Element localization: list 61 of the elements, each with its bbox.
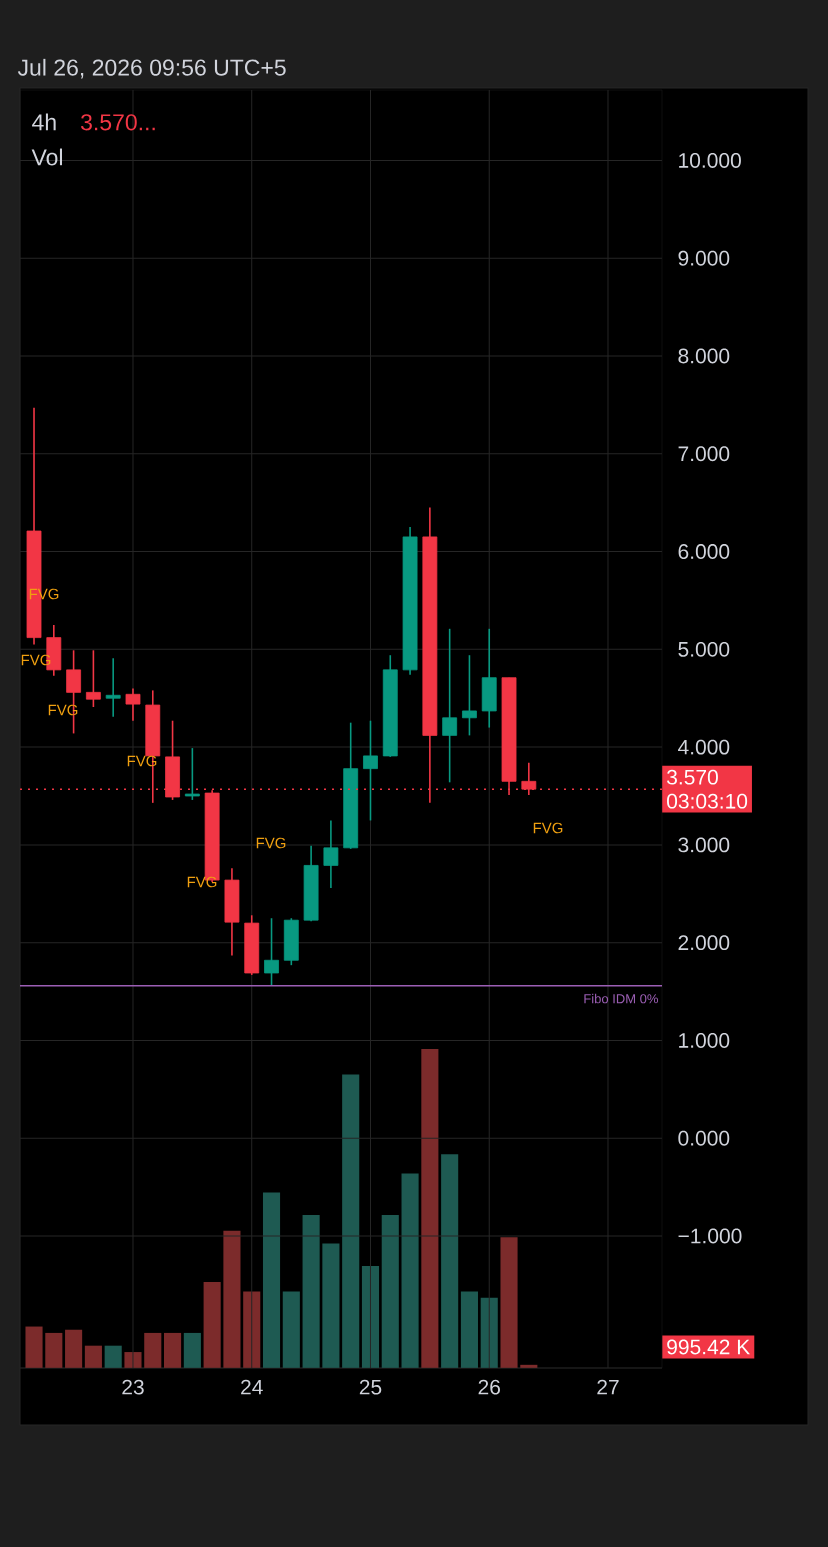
bar: [282, 1291, 300, 1369]
candlestick: [264, 917, 279, 987]
ref-line-label: Fibo IDM 0%: [584, 993, 658, 1004]
candlestick: [184, 747, 200, 801]
bar: [45, 1332, 63, 1369]
bar: [243, 1291, 261, 1369]
candlestick: [323, 819, 339, 889]
candlestick: [363, 719, 378, 822]
candlestick: [462, 654, 477, 737]
y-tick-label: 2.000: [678, 935, 730, 951]
y-tick-label: 3.000: [678, 837, 730, 853]
bar: [500, 1237, 518, 1369]
y-tick-label: 0.000: [678, 1130, 730, 1146]
bar: [342, 1074, 360, 1369]
bar: [25, 1326, 43, 1369]
y-tick-label: 4.000: [678, 739, 730, 755]
bar: [381, 1214, 399, 1369]
bar: [183, 1332, 201, 1369]
ref-line-label: 3.570: [667, 769, 718, 785]
y-tick-label: 5.000: [678, 641, 730, 657]
bar: [421, 1049, 439, 1369]
text: 03:03:10: [667, 793, 748, 809]
candlestick: [105, 657, 121, 718]
annotation: Vol: [31, 148, 62, 166]
chart-subtitle: Jul 26, 2026 09:56 UTC+5: [17, 58, 286, 79]
candlestick: [85, 649, 101, 708]
x-tick-label: 23: [122, 1379, 144, 1395]
bar: [480, 1297, 498, 1369]
candlestick: [125, 687, 141, 722]
bar: [262, 1192, 281, 1369]
annotation: FVG: [533, 822, 563, 834]
annotation: FVG: [187, 876, 217, 888]
bar: [322, 1243, 340, 1369]
bar: [144, 1332, 162, 1369]
y-tick-label: 7.000: [678, 446, 730, 462]
y-tick-label: 8.000: [678, 348, 730, 364]
y-tick-label: −1.000: [678, 1228, 742, 1244]
x-tick-label: 26: [478, 1379, 500, 1395]
text: 995.42 K: [667, 1339, 751, 1355]
annotation: 3.570...: [80, 114, 155, 131]
bar: [84, 1345, 102, 1369]
bar: [203, 1281, 221, 1369]
x-tick-label: 27: [597, 1379, 619, 1395]
bar: [164, 1332, 182, 1369]
bar: [302, 1214, 320, 1369]
bar: [104, 1345, 122, 1369]
candlestick: [442, 628, 458, 784]
text: 4h: [32, 113, 56, 131]
x-tick-label: 25: [359, 1379, 382, 1395]
y-tick-label: 1.000: [679, 1033, 730, 1048]
y-tick-label: 10.000: [679, 153, 741, 168]
y-tick-label: 9.000: [678, 250, 730, 266]
bar: [223, 1230, 241, 1369]
bar: [401, 1173, 419, 1369]
x-tick-label: 24: [241, 1379, 263, 1395]
bar: [361, 1265, 380, 1369]
y-tick-label: 6.000: [678, 544, 730, 559]
bar: [65, 1329, 83, 1369]
annotation: FVG: [256, 837, 286, 849]
bar: [460, 1291, 478, 1369]
bar: [441, 1154, 459, 1369]
